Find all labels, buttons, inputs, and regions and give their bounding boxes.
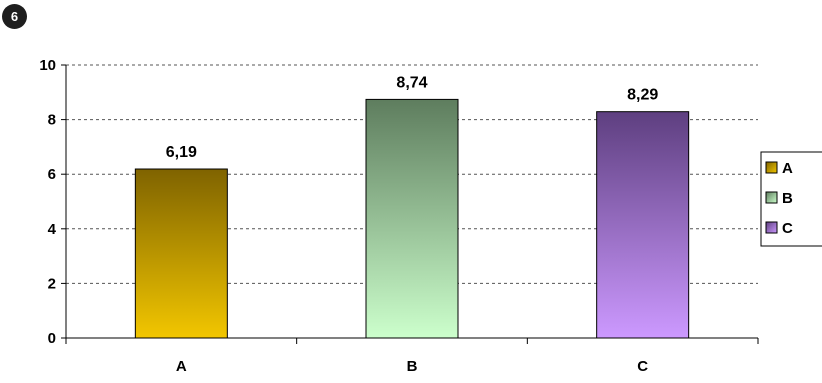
y-tick-label: 2	[48, 275, 56, 292]
bars	[134, 98, 690, 339]
y-tick-label: 0	[48, 330, 56, 347]
x-tick-label-a: A	[176, 358, 187, 375]
x-tick-label-c: C	[637, 358, 648, 375]
data-labels: 6,19 8,74 8,29	[166, 74, 659, 161]
x-axis: A B C	[65, 337, 759, 375]
legend-label-b: B	[782, 190, 793, 207]
data-label-a: 6,19	[166, 144, 197, 161]
legend-swatch-a	[765, 161, 778, 174]
legend-label-c: C	[782, 220, 793, 237]
y-tick-label: 8	[48, 112, 56, 129]
data-label-c: 8,29	[627, 87, 658, 104]
legend: ABC	[760, 151, 822, 247]
data-label-b: 8,74	[396, 74, 427, 91]
legend-swatch-b	[765, 191, 778, 204]
y-tick-label: 4	[48, 221, 57, 238]
bar-b	[365, 98, 459, 339]
y-axis: 0 2 4 6 8 10	[39, 57, 67, 347]
legend-swatch-c	[765, 221, 778, 234]
y-tick-label: 10	[39, 57, 56, 74]
bar-a	[134, 168, 228, 339]
figure-number-badge: 6	[2, 4, 27, 29]
x-tick-label-b: B	[407, 358, 418, 375]
legend-label-a: A	[782, 160, 793, 177]
y-tick-label: 6	[48, 166, 56, 183]
bar-c	[596, 111, 690, 339]
